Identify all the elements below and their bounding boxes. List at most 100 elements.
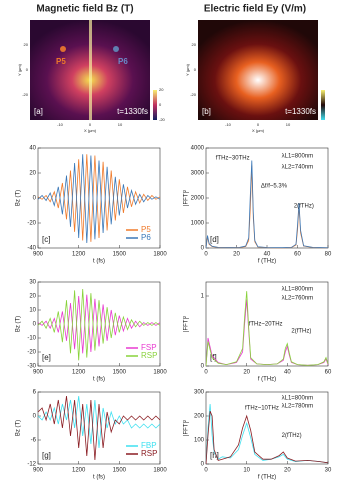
y-tick-label: 30 [29,280,36,286]
y-tick-label: 20 [29,171,36,177]
y-tick-label: 300 [194,390,205,396]
y-label: Y (μm) [17,63,22,76]
image-x-tick: -10 [57,122,64,127]
plot-frame [37,391,161,465]
panel-label: [d] [210,235,219,244]
x-tick-label: 1200 [72,468,86,474]
series-line [37,154,161,244]
y-tick-label: 20 [29,294,36,300]
x-tick-label: 900 [33,468,44,474]
panel: 0 1000 2000 3000 4000 0 20 40 60 80 f (THz) |FFT|² [… [184,146,332,265]
y-tick-label: -30 [27,364,36,370]
legend-label: RSP [141,351,157,360]
x-tick-label: 900 [33,252,44,258]
y-axis-label: |FFT|² [184,316,190,332]
x-tick-label: 1200 [72,252,86,258]
series-line [37,395,161,461]
legend-label: RSP [141,449,157,458]
colorbar [321,90,325,120]
image-x-tick: 0 [257,122,260,127]
colorbar [153,90,157,120]
y-tick-label: 0 [33,196,37,202]
series-line [37,288,161,361]
annotation: 2(fTHz) [294,204,314,210]
y-tick-label: 10 [29,308,36,314]
y-tick-label: 200 [194,414,205,420]
y-tick-label: 100 [194,438,205,444]
panel-label: [b] [202,107,211,116]
image-x-tick: -10 [225,122,232,127]
y-axis-label: |FFT|² [184,420,190,436]
x-tick-label: 60 [294,252,301,258]
x-tick-label: 60 [325,370,332,376]
panel-label: [h] [210,451,219,460]
x-label: X (μm) [84,128,97,133]
y-tick-label: -20 [27,350,36,356]
y-tick-label: 4000 [191,146,205,152]
x-tick-label: 1500 [113,252,127,258]
series-line [205,291,329,367]
y-tick-label: 40 [29,146,36,152]
legend-label: FBP [141,441,157,450]
image-x-tick: 10 [286,122,291,127]
x-tick-label: 20 [243,370,250,376]
y-tick-label: -20 [27,221,36,227]
annotation: λL1=800nm [282,154,314,160]
legend-label: P6 [141,233,151,242]
y-tick-label: 1 [201,294,205,300]
image-y-tick: -20 [190,92,197,97]
plot-frame [205,281,329,367]
panel-label: [a] [34,107,43,116]
y-label: Y (μm) [185,63,190,76]
image-y-tick: 0 [26,67,29,72]
x-tick-label: 1800 [153,370,167,376]
legend-label: P5 [141,225,151,234]
image-title: Electric field Ey (V/m) [204,4,306,15]
x-tick-label: 1800 [153,468,167,474]
x-tick-label: 1500 [113,468,127,474]
x-axis-label: f (THz) [258,259,276,265]
annotation: λL2=740nm [282,165,314,171]
colorbar-tick: -20 [159,117,166,122]
y-tick-label: 0 [201,462,205,468]
x-axis-label: f (THz) [258,377,276,383]
series-line [205,160,329,249]
annotation: 2(fTHz) [291,328,311,334]
y-tick-label: -10 [27,336,36,342]
image-y-tick: 20 [192,42,197,47]
annotation: fTHz~30THz [216,156,250,162]
x-axis-label: t (fs) [93,377,105,383]
annotation: λL2=760nm [282,296,314,302]
annotation: fTHz~10THz [245,405,279,411]
time-label: t=1330fs [285,107,316,116]
x-tick-label: 40 [264,252,271,258]
image-y-tick: 0 [194,67,197,72]
series-line [37,154,161,242]
panel: -30 -20 -10 0 10 20 30 900 1200 1500 1800 t (fs) Bz … [16,280,168,383]
y-tick-label: 6 [33,390,37,396]
panel-label: [c] [42,235,50,244]
x-axis-label: t (fs) [93,259,105,265]
image-title: Magnetic field Bz (T) [36,4,133,15]
annotation: 2(fTHz) [282,433,302,439]
x-axis-label: f (THz) [258,475,276,481]
x-tick-label: 80 [325,252,332,258]
y-tick-label: -40 [27,246,36,252]
time-label: t=1330fs [117,107,148,116]
image-x-tick: 10 [118,122,123,127]
image-y-tick: 20 [24,42,29,47]
panel: -40 -20 0 20 40 900 1200 1500 1800 t (fs) Bz (T) [c… [16,146,168,265]
image-a: Magnetic field Bz (T) P5 P6 [a] t=1330fs… [17,4,157,133]
x-tick-label: 0 [204,468,208,474]
y-tick-label: 0 [201,246,205,252]
panel-label: [g] [42,451,51,460]
annotation: λL1=800nm [282,286,314,292]
y-axis-label: Bz (T) [16,190,22,206]
x-tick-label: 900 [33,370,44,376]
y-axis-label: |FFT|² [184,190,190,206]
colorbar-tick: 20 [159,87,164,92]
panel: 0 100 200 300 0 10 20 30 f (THz) |FFT|² [h] fTHz~10… [184,390,332,481]
x-tick-label: 20 [284,468,291,474]
panel-label: [e] [42,353,51,362]
y-axis-label: Bz (T) [16,316,22,332]
